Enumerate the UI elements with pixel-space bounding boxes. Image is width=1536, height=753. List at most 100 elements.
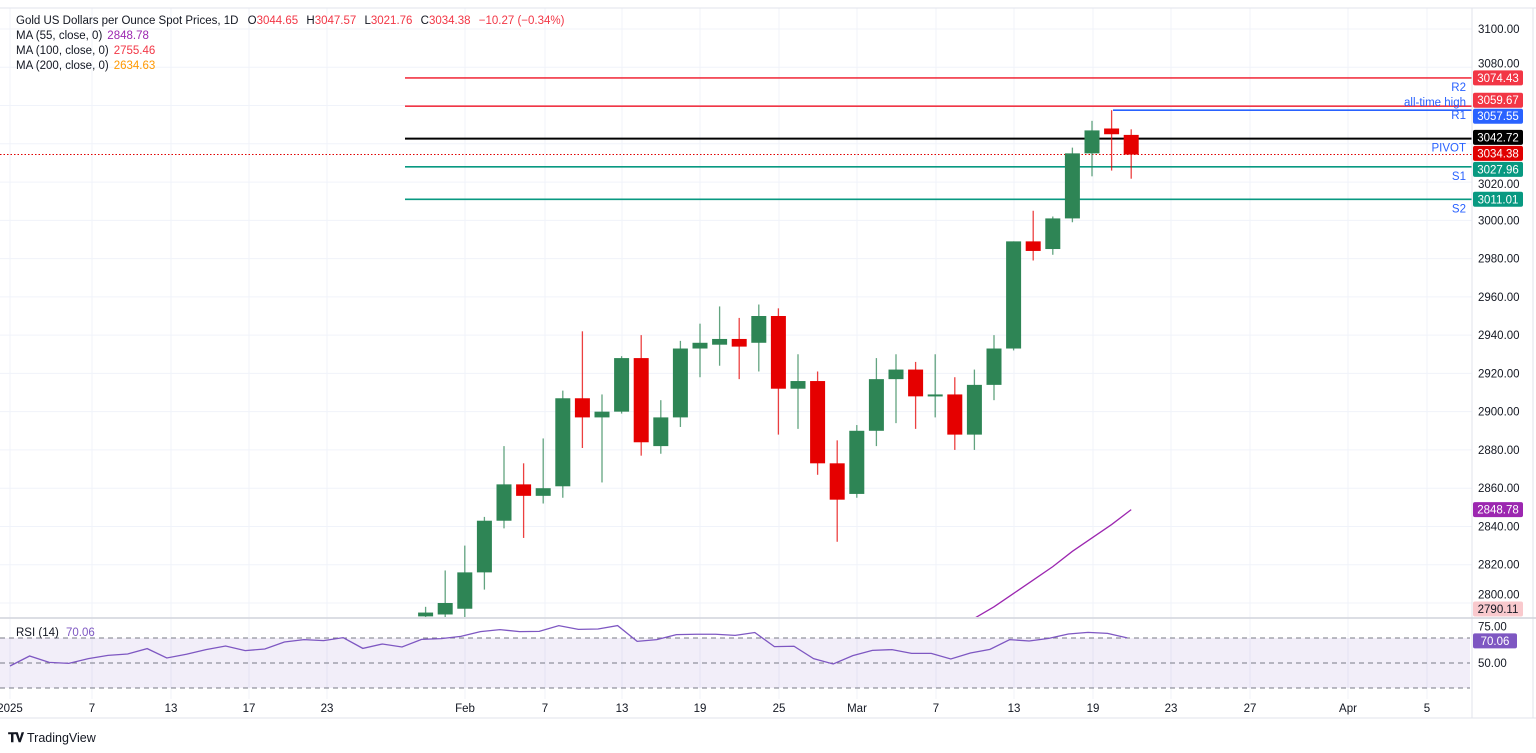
time-tick-label: 13 bbox=[616, 703, 629, 715]
candle[interactable] bbox=[614, 356, 630, 414]
time-tick-label: 19 bbox=[1087, 703, 1100, 715]
candle-body bbox=[712, 338, 728, 345]
candle-body bbox=[908, 369, 924, 397]
candle[interactable] bbox=[986, 335, 1002, 401]
open-value: 3044.65 bbox=[256, 15, 299, 27]
ma55-legend[interactable]: MA (55, close, 0) 2848.78 bbox=[16, 29, 564, 44]
candle[interactable] bbox=[731, 317, 747, 380]
candle[interactable] bbox=[810, 371, 826, 475]
candle-body bbox=[574, 398, 590, 418]
level-r2-badge-text: 3074.43 bbox=[1477, 73, 1519, 85]
rsi-tick-label: 50.00 bbox=[1478, 658, 1507, 670]
ma200-value: 2634.63 bbox=[113, 60, 156, 72]
candle[interactable] bbox=[1006, 241, 1022, 351]
candle-body bbox=[849, 430, 865, 494]
rsi-line[interactable] bbox=[9, 624, 1128, 667]
candle[interactable] bbox=[849, 425, 865, 498]
candle[interactable] bbox=[457, 545, 473, 619]
level-name-s1: S1 bbox=[1452, 171, 1466, 183]
rsi-value-badge-text: 70.06 bbox=[1481, 636, 1510, 648]
candle-body bbox=[1064, 153, 1080, 219]
candle-body bbox=[829, 463, 845, 500]
candle[interactable] bbox=[1084, 120, 1100, 177]
time-tick-label: 23 bbox=[321, 703, 334, 715]
pivot-levels: R2 R1 PIVOT S1 S2 all-time high bbox=[0, 77, 1472, 215]
ma55-line[interactable] bbox=[974, 509, 1132, 619]
open-label: O bbox=[247, 15, 257, 27]
candle[interactable] bbox=[712, 306, 728, 366]
rsi-legend-value: 70.06 bbox=[66, 627, 95, 639]
level-r2-badge bbox=[1473, 70, 1523, 86]
candle-body bbox=[1045, 218, 1061, 250]
candle-body bbox=[476, 520, 492, 573]
level-name-pivot: PIVOT bbox=[1431, 143, 1466, 155]
ma200-legend[interactable]: MA (200, close, 0) 2634.63 bbox=[16, 59, 564, 74]
candle[interactable] bbox=[908, 361, 924, 429]
candle[interactable] bbox=[555, 390, 571, 498]
ma55-badge bbox=[1473, 502, 1523, 518]
time-tick-label: 7 bbox=[933, 703, 939, 715]
candle[interactable] bbox=[633, 335, 649, 456]
candle[interactable] bbox=[594, 394, 610, 483]
tradingview-logo-icon[interactable]: 𝐓𝐕 bbox=[8, 730, 24, 745]
all-time-high-badge-text: 3057.55 bbox=[1477, 111, 1519, 123]
chart-frame bbox=[0, 7, 1536, 719]
candle-body bbox=[927, 394, 943, 397]
level-pivot-badge bbox=[1473, 129, 1523, 145]
candle[interactable] bbox=[418, 606, 434, 622]
candle[interactable] bbox=[1025, 210, 1041, 261]
symbol-title: Gold US Dollars per Ounce Spot Prices, 1… bbox=[16, 15, 239, 27]
candle[interactable] bbox=[770, 308, 786, 435]
candle[interactable] bbox=[1123, 129, 1139, 179]
candles bbox=[418, 110, 1139, 622]
ma55-label: MA (55, close, 0) bbox=[16, 30, 103, 42]
candle[interactable] bbox=[927, 354, 943, 418]
candle[interactable] bbox=[535, 438, 551, 504]
candle-body bbox=[986, 348, 1002, 385]
candle[interactable] bbox=[516, 463, 532, 538]
candle[interactable] bbox=[947, 377, 963, 450]
level-s1-badge-text: 3027.96 bbox=[1477, 164, 1519, 176]
candle-body bbox=[1025, 241, 1041, 251]
time-tick-label: Apr bbox=[1339, 703, 1357, 715]
candle[interactable] bbox=[476, 516, 492, 590]
price-tick-label: 2960.00 bbox=[1478, 292, 1520, 304]
candle[interactable] bbox=[790, 354, 806, 429]
low-label: L bbox=[364, 15, 371, 27]
price-axis[interactable]: 3100.00 3080.00 3020.00 3000.00 2980.00 2960.… bbox=[1478, 24, 1520, 670]
candle[interactable] bbox=[888, 354, 904, 424]
candle[interactable] bbox=[574, 331, 590, 449]
symbol-legend[interactable]: Gold US Dollars per Ounce Spot Prices, 1… bbox=[16, 14, 564, 29]
candle[interactable] bbox=[672, 340, 688, 427]
price-tick-label: 2920.00 bbox=[1478, 368, 1520, 380]
level-s2-badge bbox=[1473, 191, 1523, 207]
level-name-s2: S2 bbox=[1452, 203, 1466, 215]
time-tick-label: 19 bbox=[694, 703, 707, 715]
change-value: −10.27 (−0.34%) bbox=[478, 15, 565, 27]
candle-body bbox=[653, 417, 669, 447]
level-name-r1: R1 bbox=[1451, 110, 1466, 122]
ma100-legend[interactable]: MA (100, close, 0) 2755.46 bbox=[16, 44, 564, 59]
candle[interactable] bbox=[692, 323, 708, 378]
candle[interactable] bbox=[1104, 110, 1120, 171]
time-axis[interactable]: 2025 7 13 17 23 Feb 7 13 19 25 Mar 7 13 19 23 27 Apr 5 bbox=[0, 703, 1430, 715]
candle[interactable] bbox=[1064, 147, 1080, 223]
candle[interactable] bbox=[1045, 216, 1061, 255]
candle[interactable] bbox=[829, 440, 845, 542]
candle[interactable] bbox=[868, 358, 884, 447]
price-tick-label: 2940.00 bbox=[1478, 330, 1520, 342]
candle[interactable] bbox=[496, 446, 512, 529]
time-tick-label: 5 bbox=[1424, 703, 1430, 715]
ma200-label: MA (200, close, 0) bbox=[16, 60, 109, 72]
candle-body bbox=[633, 358, 649, 443]
last-price-badge-text: 3034.38 bbox=[1477, 148, 1519, 160]
candle[interactable] bbox=[966, 369, 982, 450]
price-tick-label: 2860.00 bbox=[1478, 483, 1520, 495]
candle[interactable] bbox=[751, 304, 767, 372]
candle-body bbox=[418, 612, 434, 617]
candle[interactable] bbox=[437, 570, 453, 620]
candle[interactable] bbox=[653, 400, 669, 454]
rsi-band bbox=[0, 637, 1470, 689]
candle-body bbox=[1084, 130, 1100, 154]
